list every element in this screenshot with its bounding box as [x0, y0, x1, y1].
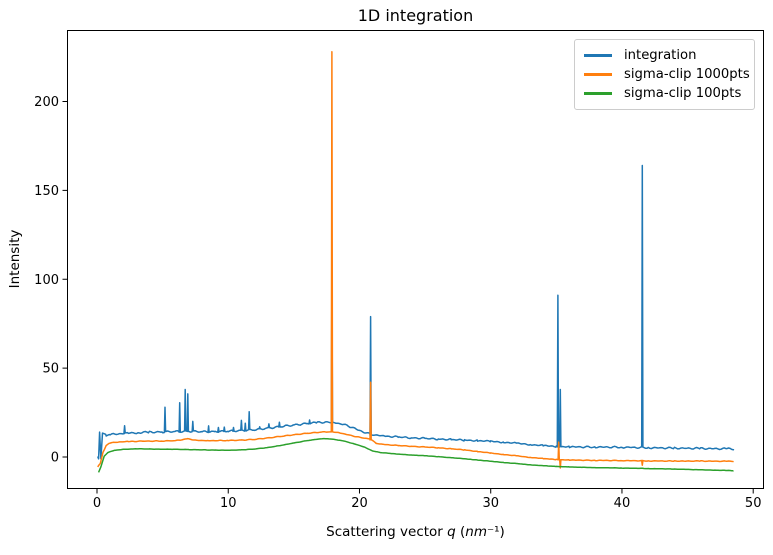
- x-tick-label: 10: [220, 496, 237, 511]
- x-tick-label: 50: [745, 496, 762, 511]
- x-tick-label: 30: [482, 496, 499, 511]
- legend-label: sigma-clip 1000pts: [624, 67, 750, 82]
- y-tick-label: 0: [51, 451, 59, 466]
- x-axis-label-nm: nm: [465, 524, 488, 540]
- series-line-sigma-clip-1000pts: [97, 50, 735, 469]
- x-axis-label-paren: (: [455, 524, 466, 540]
- series-line-integration: [97, 164, 735, 460]
- y-tick-label: 50: [42, 362, 59, 377]
- legend-label: integration: [624, 48, 697, 63]
- legend-item-sigma-clip-100pts: sigma-clip 100pts: [575, 84, 754, 103]
- ticks-group: [62, 101, 754, 494]
- y-axis-label: Intensity: [7, 229, 23, 289]
- series-line-sigma-clip-100pts: [97, 437, 735, 473]
- legend-line-swatch-green: [584, 92, 612, 95]
- y-tick-label: 100: [34, 273, 59, 288]
- legend-item-sigma-clip-1000pts: sigma-clip 1000pts: [575, 65, 754, 84]
- y-tick-label: 150: [34, 184, 59, 199]
- axes-spines: [67, 30, 764, 489]
- x-axis-label-exp: ⁻¹): [487, 524, 505, 540]
- x-tick-label: 0: [93, 496, 101, 511]
- x-tick-label: 40: [614, 496, 631, 511]
- legend-line-swatch-blue: [584, 54, 612, 57]
- y-tick-label: 200: [34, 95, 59, 110]
- x-tick-label: 20: [351, 496, 368, 511]
- x-axis-label-text: Scattering vector: [326, 524, 448, 540]
- chart-title: 1D integration: [357, 6, 474, 25]
- legend-line-swatch-orange: [584, 73, 612, 76]
- legend-label: sigma-clip 100pts: [624, 86, 742, 101]
- x-axis-label: Scattering vector q (nm⁻¹): [67, 524, 764, 540]
- legend-item-integration: integration: [575, 46, 754, 65]
- legend: integration sigma-clip 1000pts sigma-cli…: [574, 39, 755, 110]
- tick-labels-group: 0 10 20 30 40 50 0 50 100 150 200: [34, 95, 761, 511]
- x-axis-label-q: q: [447, 524, 456, 540]
- series-group: [97, 50, 735, 473]
